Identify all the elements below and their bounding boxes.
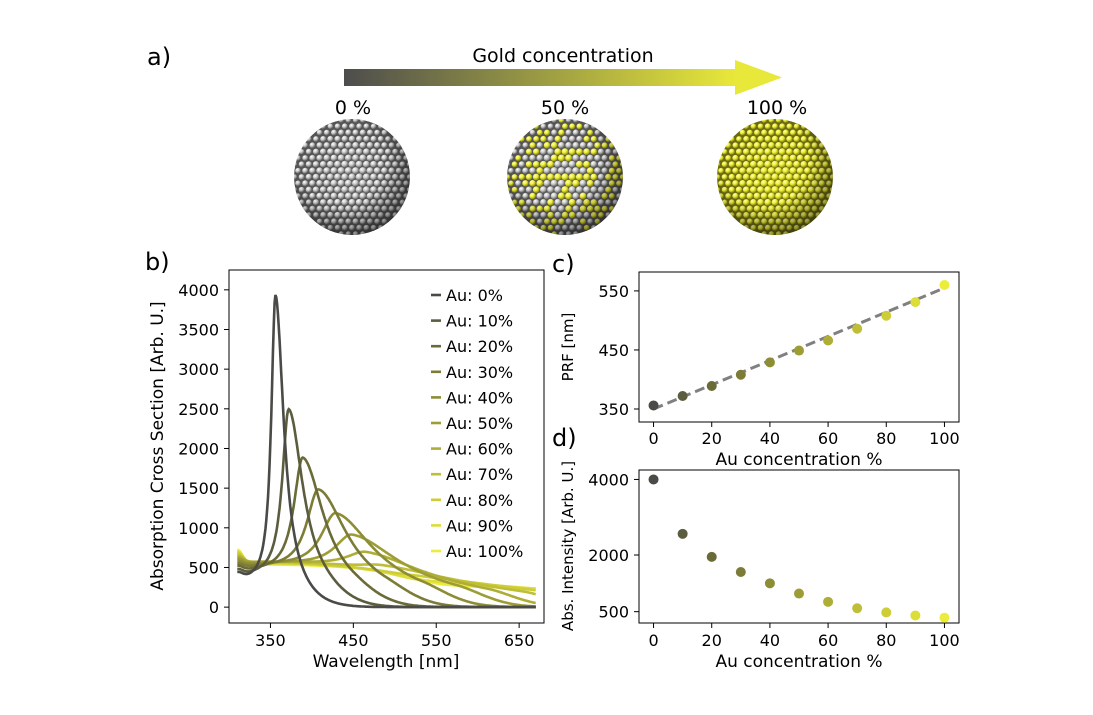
plot-b-xtick-label: 550	[421, 631, 452, 650]
intensity-point-6	[823, 596, 834, 607]
prf-point-1	[677, 391, 688, 402]
plot-d-ytick-label: 4000	[588, 470, 629, 489]
plot-b-frame	[228, 269, 545, 624]
plot-c-ytick-label: 550	[598, 282, 629, 301]
plot-d-xtick-label: 80	[876, 631, 896, 650]
legend-label-1: Au: 10%	[446, 312, 513, 331]
intensity-point-7	[852, 603, 863, 614]
plot-d-ylabel: Abs. Intensity [Arb. U.]	[559, 461, 577, 631]
plot-c-ylabel: PRF [nm]	[559, 313, 577, 382]
plot-b-ytick-label: 3000	[178, 360, 219, 379]
legend-label-9: Au: 90%	[446, 516, 513, 535]
panel-b: b) 350 450 550 650 0 500 1000 1500 2000 2500 3000 3…	[145, 248, 545, 672]
plot-c-frame	[638, 271, 960, 423]
plot-d-ytick-label: 500	[598, 603, 629, 622]
prf-point-3	[735, 369, 746, 380]
plot-c-xtick-label: 100	[929, 429, 960, 448]
nanoparticle-gold	[717, 119, 833, 235]
plot-d-xtick-label: 60	[818, 631, 838, 650]
intensity-point-9	[910, 610, 921, 621]
plot-b-ytick-label: 2000	[178, 439, 219, 458]
plot-c-xlabel: Au concentration %	[715, 450, 882, 470]
legend-label-6: Au: 60%	[446, 440, 513, 459]
plot-b-ytick-label: 0	[209, 598, 219, 617]
plot-b-xtick-label: 650	[504, 631, 535, 650]
arrow-label: Gold concentration	[472, 45, 653, 67]
prf-point-4	[764, 357, 775, 368]
legend-label-5: Au: 50%	[446, 414, 513, 433]
plot-d-xtick-label: 40	[760, 631, 780, 650]
plot-d-xlabel: Au concentration %	[715, 652, 882, 672]
legend-label-8: Au: 80%	[446, 491, 513, 510]
legend-label-7: Au: 70%	[446, 465, 513, 484]
panel-d: d) 0 20 40 60 80 100 500 2000 4000 Au concentrat…	[552, 424, 960, 672]
intensity-point-1	[677, 528, 688, 539]
plot-d-xtick-label: 100	[929, 631, 960, 650]
plot-b-ytick-label: 1500	[178, 479, 219, 498]
sphere-label-100: 100 %	[747, 97, 807, 119]
plot-b-xtick-label: 350	[255, 631, 286, 650]
plot-b-ylabel: Absorption Cross Section [Arb. U.]	[148, 301, 168, 590]
plot-c-xtick-label: 20	[702, 429, 722, 448]
intensity-point-5	[794, 588, 804, 599]
panel-b-letter: b)	[145, 248, 170, 276]
plot-c-xtick-label: 80	[876, 429, 896, 448]
plot-c-ytick-label: 450	[598, 341, 629, 360]
concentration-arrow	[344, 60, 782, 95]
intensity-point-2	[706, 551, 717, 562]
plot-d-ytick-label: 2000	[588, 546, 629, 565]
prf-point-8	[881, 310, 892, 321]
sphere-label-0: 0 %	[335, 97, 371, 119]
nanoparticle-silver	[294, 119, 410, 235]
panel-a: a) Gold concentration 0 % 50 % 100 %	[147, 43, 833, 235]
plot-b-ytick-label: 500	[188, 558, 219, 577]
spectrum-line-0	[237, 294, 536, 609]
legend-label-10: Au: 100%	[446, 542, 523, 561]
intensity-point-0	[648, 474, 659, 485]
legend-label-4: Au: 40%	[446, 388, 513, 407]
plot-b-xlabel: Wavelength [nm]	[313, 652, 460, 672]
panel-c-letter: c)	[552, 250, 575, 278]
legend-label-2: Au: 20%	[446, 337, 513, 356]
plot-d-xtick-label: 0	[648, 631, 658, 650]
sphere-label-50: 50 %	[541, 97, 589, 119]
panel-c: c) 0 20 40 60 80 100 350 450 550 Au concentratio…	[552, 250, 960, 470]
plot-b-ytick-label: 3500	[178, 320, 219, 339]
prf-point-10	[939, 279, 950, 290]
plot-c-xtick-label: 0	[648, 429, 658, 448]
prf-point-2	[706, 380, 717, 391]
spectrum-line-4	[237, 511, 536, 609]
prf-point-7	[852, 323, 863, 334]
legend-label-0: Au: 0%	[446, 286, 503, 305]
intensity-point-3	[735, 567, 746, 577]
intensity-point-8	[881, 607, 892, 618]
plot-d-xtick-label: 20	[702, 631, 722, 650]
plot-b-ytick-label: 4000	[178, 281, 219, 300]
prf-point-9	[910, 297, 921, 308]
intensity-point-10	[939, 612, 950, 623]
intensity-point-4	[764, 578, 775, 589]
plot-b-ytick-label: 1000	[178, 519, 219, 538]
nanoparticle-alloy	[507, 119, 623, 235]
prf-point-6	[823, 335, 834, 346]
prf-point-0	[648, 400, 659, 411]
panel-a-letter: a)	[147, 43, 171, 71]
plot-c-ytick-label: 350	[598, 400, 629, 419]
plot-b-ytick-label: 2500	[178, 400, 219, 419]
panel-d-letter: d)	[552, 424, 577, 452]
plot-d-frame	[638, 469, 960, 624]
plot-b-xtick-label: 450	[338, 631, 369, 650]
plot-c-xtick-label: 60	[818, 429, 838, 448]
legend-label-3: Au: 30%	[446, 363, 513, 382]
plot-c-xtick-label: 40	[760, 429, 780, 448]
prf-point-5	[794, 345, 804, 356]
